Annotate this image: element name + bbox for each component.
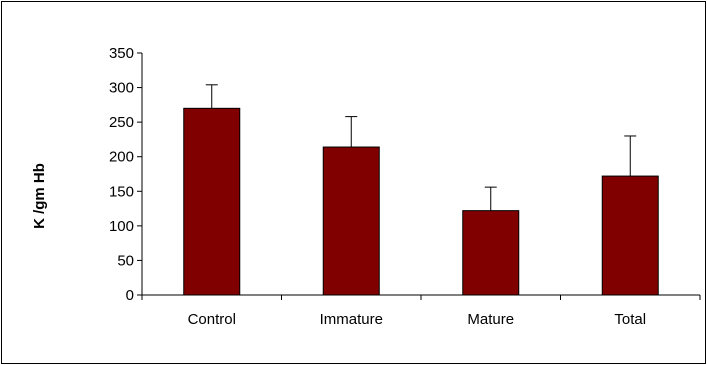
y-axis-title: K /gm Hb bbox=[31, 163, 48, 229]
y-tick-label: 150 bbox=[109, 183, 134, 200]
y-axis: 0 50 100 150 200 250 300 350 bbox=[109, 45, 143, 304]
y-tick-label: 250 bbox=[109, 114, 134, 131]
bar-total bbox=[601, 175, 659, 296]
bar-mature bbox=[462, 210, 520, 296]
bar-control bbox=[183, 107, 241, 296]
bar-immature bbox=[322, 146, 380, 296]
y-tick-label: 300 bbox=[109, 80, 134, 97]
x-axis: Control Immature Mature Total bbox=[141, 294, 701, 328]
y-tick-label: 350 bbox=[109, 45, 134, 62]
x-tick-label: Immature bbox=[320, 311, 383, 328]
y-tick-label: 50 bbox=[117, 252, 134, 269]
x-tick-label: Control bbox=[188, 311, 236, 328]
y-tick-label: 0 bbox=[126, 287, 134, 304]
bars bbox=[183, 84, 659, 296]
x-tick-label: Mature bbox=[467, 311, 514, 328]
y-tick-label: 100 bbox=[109, 218, 134, 235]
y-tick-label: 200 bbox=[109, 149, 134, 166]
x-tick-label: Total bbox=[614, 311, 646, 328]
